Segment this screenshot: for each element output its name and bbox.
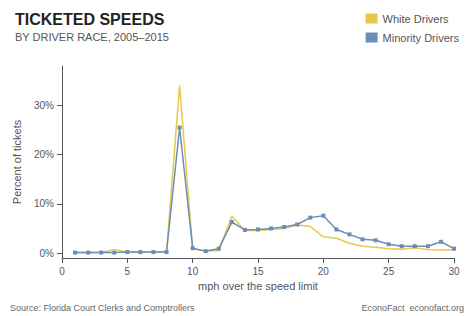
svg-text:30: 30 [448,266,460,277]
svg-text:BY DRIVER RACE, 2005–2015: BY DRIVER RACE, 2005–2015 [15,31,169,43]
svg-text:0%: 0% [40,248,55,259]
svg-text:20%: 20% [34,149,54,160]
svg-text:EconoFact econofact.org: EconoFact econofact.org [361,303,464,313]
svg-text:0: 0 [59,266,65,277]
svg-text:15: 15 [252,266,264,277]
svg-text:10%: 10% [34,198,54,209]
svg-text:mph over the speed limit: mph over the speed limit [198,280,318,292]
svg-text:25: 25 [383,266,395,277]
svg-text:30%: 30% [34,100,54,111]
svg-text:White Drivers: White Drivers [383,13,450,25]
svg-text:5: 5 [125,266,131,277]
svg-text:20: 20 [318,266,330,277]
svg-text:10: 10 [187,266,199,277]
svg-text:TICKETED SPEEDS: TICKETED SPEEDS [15,11,165,28]
svg-text:Percent of tickets: Percent of tickets [11,119,23,204]
svg-text:Minority Drivers: Minority Drivers [383,32,460,44]
svg-text:Source: Florida Court Clerks a: Source: Florida Court Clerks and Comptro… [10,303,195,313]
